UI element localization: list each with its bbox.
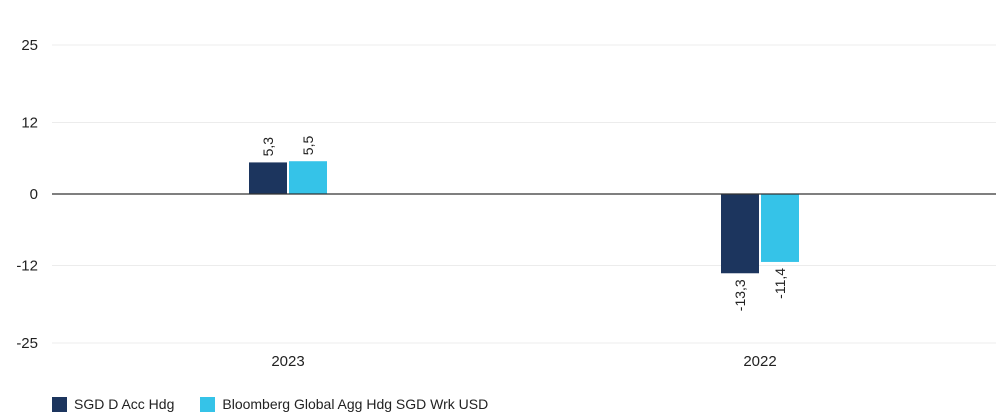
data-label: -11,4 <box>772 268 788 299</box>
x-category-label: 2023 <box>271 353 304 370</box>
legend-swatch-series-1 <box>52 396 67 412</box>
data-label: 5,3 <box>260 137 276 157</box>
data-labels: 5,3 5,5 -13,3 -11,4 <box>260 136 788 312</box>
legend-item-series-2[interactable]: Bloomberg Global Agg Hdg SGD Wrk USD <box>200 396 488 412</box>
y-tick-label: 12 <box>21 114 38 131</box>
y-tick-label: 0 <box>30 186 38 203</box>
legend-item-series-1[interactable]: SGD D Acc Hdg <box>52 396 174 412</box>
data-label: -13,3 <box>732 279 748 311</box>
y-tick-label: 25 <box>21 37 38 54</box>
bar-chart: 25 12 0 -12 -25 5,3 5,5 -13,3 -11,4 2023 2022 <box>16 37 996 370</box>
bar-2023-series-1 <box>249 162 287 194</box>
legend-swatch-series-2 <box>200 396 216 412</box>
data-label: 5,5 <box>300 136 316 156</box>
legend: SGD D Acc Hdg Bloomberg Global Agg Hdg S… <box>52 396 488 412</box>
bar-2022-series-2 <box>761 194 799 262</box>
y-tick-label: -12 <box>16 258 38 275</box>
bar-2023-series-2 <box>289 161 327 194</box>
y-tick-label: -25 <box>16 335 38 352</box>
y-axis-tick-labels: 25 12 0 -12 -25 <box>16 37 38 352</box>
grid-lines <box>52 44 996 344</box>
bar-2022-series-1 <box>721 194 759 274</box>
bars <box>249 161 799 274</box>
x-category-label: 2022 <box>743 353 776 370</box>
legend-label-series-1: SGD D Acc Hdg <box>74 396 175 412</box>
legend-label-series-2: Bloomberg Global Agg Hdg SGD Wrk USD <box>222 396 489 412</box>
x-axis-category-labels: 2023 2022 <box>271 353 776 370</box>
